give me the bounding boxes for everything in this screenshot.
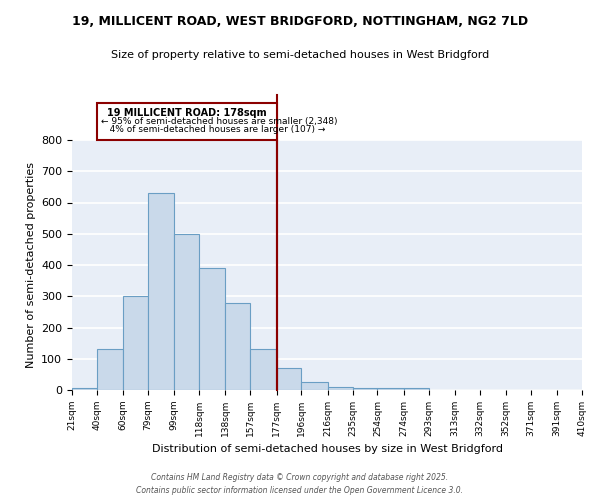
Bar bbox=[250, 350, 277, 390]
Bar bbox=[174, 234, 199, 390]
Bar bbox=[72, 388, 97, 390]
Bar bbox=[97, 350, 123, 390]
Bar bbox=[353, 388, 377, 390]
Bar bbox=[148, 193, 174, 390]
Bar bbox=[226, 302, 250, 390]
Y-axis label: Number of semi-detached properties: Number of semi-detached properties bbox=[26, 162, 35, 368]
Bar bbox=[377, 388, 404, 390]
Bar bbox=[199, 268, 226, 390]
Text: Contains HM Land Registry data © Crown copyright and database right 2025.
Contai: Contains HM Land Registry data © Crown c… bbox=[137, 474, 464, 495]
Bar bbox=[123, 296, 148, 390]
X-axis label: Distribution of semi-detached houses by size in West Bridgford: Distribution of semi-detached houses by … bbox=[151, 444, 503, 454]
FancyBboxPatch shape bbox=[97, 102, 277, 140]
Text: 4% of semi-detached houses are larger (107) →: 4% of semi-detached houses are larger (1… bbox=[101, 125, 325, 134]
Bar bbox=[277, 368, 301, 390]
Bar bbox=[301, 382, 328, 390]
Text: 19 MILLICENT ROAD: 178sqm: 19 MILLICENT ROAD: 178sqm bbox=[107, 108, 266, 118]
Text: Size of property relative to semi-detached houses in West Bridgford: Size of property relative to semi-detach… bbox=[111, 50, 489, 60]
Bar bbox=[404, 388, 428, 390]
Bar bbox=[328, 387, 353, 390]
Text: ← 95% of semi-detached houses are smaller (2,348): ← 95% of semi-detached houses are smalle… bbox=[101, 116, 337, 126]
Text: 19, MILLICENT ROAD, WEST BRIDGFORD, NOTTINGHAM, NG2 7LD: 19, MILLICENT ROAD, WEST BRIDGFORD, NOTT… bbox=[72, 15, 528, 28]
